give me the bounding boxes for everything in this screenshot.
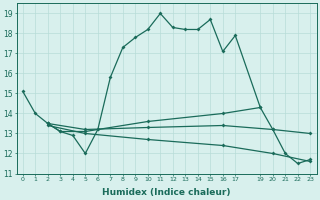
X-axis label: Humidex (Indice chaleur): Humidex (Indice chaleur) bbox=[102, 188, 231, 197]
